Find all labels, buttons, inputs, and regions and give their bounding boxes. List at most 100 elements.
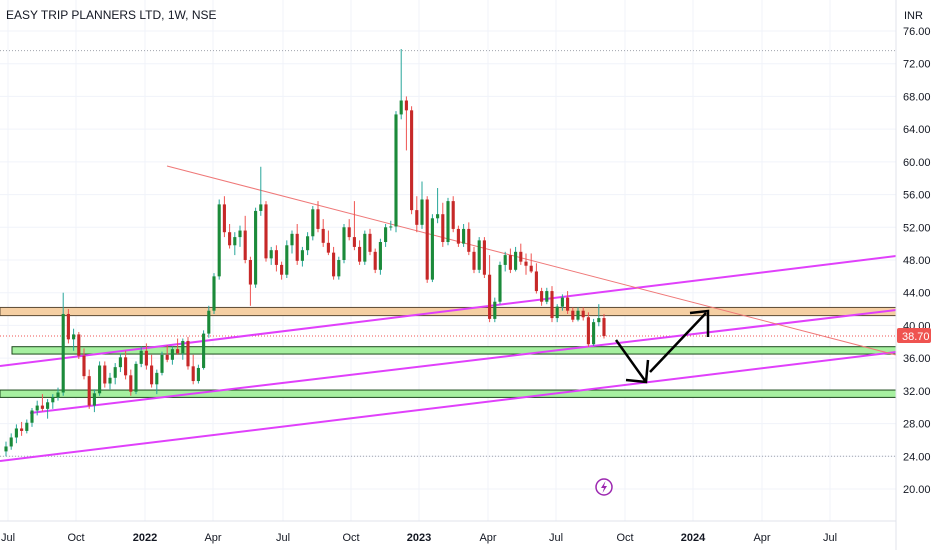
candle-body [285,245,289,275]
candle-body [311,209,315,237]
candle-body [228,232,232,246]
up-arrow-head [689,309,710,337]
candle-body [259,204,263,211]
candle-body [399,100,403,115]
candle-body [118,357,122,368]
down-arrow-line [614,339,648,383]
candle-body [347,227,351,238]
candle-body [202,333,206,368]
last-price-label: 38.70 [902,331,930,343]
candle-body [462,228,466,244]
candle-body [581,310,585,318]
candle-body [378,242,382,270]
candle-body [51,397,55,403]
candle-body [212,276,216,311]
candle-body [576,310,580,320]
support-zone-lower [0,389,897,398]
candle-body [545,291,549,302]
last-price-badge: 38.70 [897,328,931,344]
candle-body [103,365,107,384]
candle-body [254,210,258,285]
candle-body [503,255,507,265]
candle-body [358,246,362,262]
x-tick-label: Jul [276,532,290,544]
candle-body [566,297,570,311]
candle-body [389,226,393,228]
candle-body [498,264,502,302]
candle-body [25,422,29,431]
candle-body [14,428,18,438]
candle-body [176,349,180,354]
candle-body [332,252,336,277]
candle-body [264,204,268,259]
candle-body [207,310,211,334]
candle-body [394,114,398,227]
candle-body [560,297,564,307]
candle-body [72,334,76,340]
candle-body [186,340,190,367]
candle-body [550,291,554,319]
candle-body [280,264,284,275]
y-tick-label: 28.00 [903,419,931,431]
candle-body [191,366,195,382]
candlesticks [4,48,606,457]
candle-body [368,233,372,252]
x-tick-label: 2022 [133,532,157,544]
candle-body [248,260,252,285]
candle-body [597,318,601,323]
y-tick-label: 56.00 [903,190,931,202]
y-tick-label: 76.00 [903,26,931,38]
candle-body [160,354,164,373]
candle-body [373,251,377,270]
y-tick-label: 72.00 [903,59,931,71]
y-tick-label: 20.00 [903,484,931,496]
y-tick-label: 36.00 [903,353,931,365]
candle-body [233,237,237,246]
candle-body [30,410,34,423]
candle-body [519,251,523,262]
candle-body [472,251,476,270]
candle-body [217,204,221,277]
currency-label: INR [904,10,923,22]
candle-body [571,310,575,320]
candle-body [420,199,424,225]
candle-body [9,437,13,447]
candle-body [524,261,528,266]
candle-body [534,271,538,292]
y-axis[interactable]: 76.00 72.00 68.00 64.00 60.00 56.00 52.00 48.00… [903,26,931,496]
candle-body [295,233,299,261]
x-axis[interactable]: Jul Oct 2022 Apr Jul Oct 2023 Apr Jul Oct 2024 Apr J… [1,532,837,544]
candle-body [61,313,65,393]
x-tick-label: 2023 [407,532,431,544]
candle-body [456,228,460,244]
candle-body [441,214,445,243]
candle-body [150,365,154,385]
candle-body [40,405,44,409]
candle-body [124,357,128,376]
candle-body [243,230,247,260]
candle-body [451,201,455,229]
x-tick-label: Jul [549,532,563,544]
x-tick-label: Oct [616,532,633,544]
y-tick-label: 24.00 [903,451,931,463]
candle-body [384,227,388,243]
dotted-levels [0,50,896,457]
up-arrow-line [649,312,707,373]
candle-body [66,313,70,340]
candle-body [46,402,50,409]
candle-body [326,242,330,253]
candle-body [488,274,492,319]
y-tick-label: 68.00 [903,91,931,103]
down-arrow-head [625,359,650,384]
candle-body [56,392,60,398]
candle-body [35,405,39,411]
candle-body [508,255,512,270]
candle-body [321,228,325,243]
candle-body [555,306,559,319]
lightning-icon[interactable] [595,478,613,496]
candle-body [196,367,200,382]
candle-body [352,237,356,247]
candle-body [477,240,481,270]
